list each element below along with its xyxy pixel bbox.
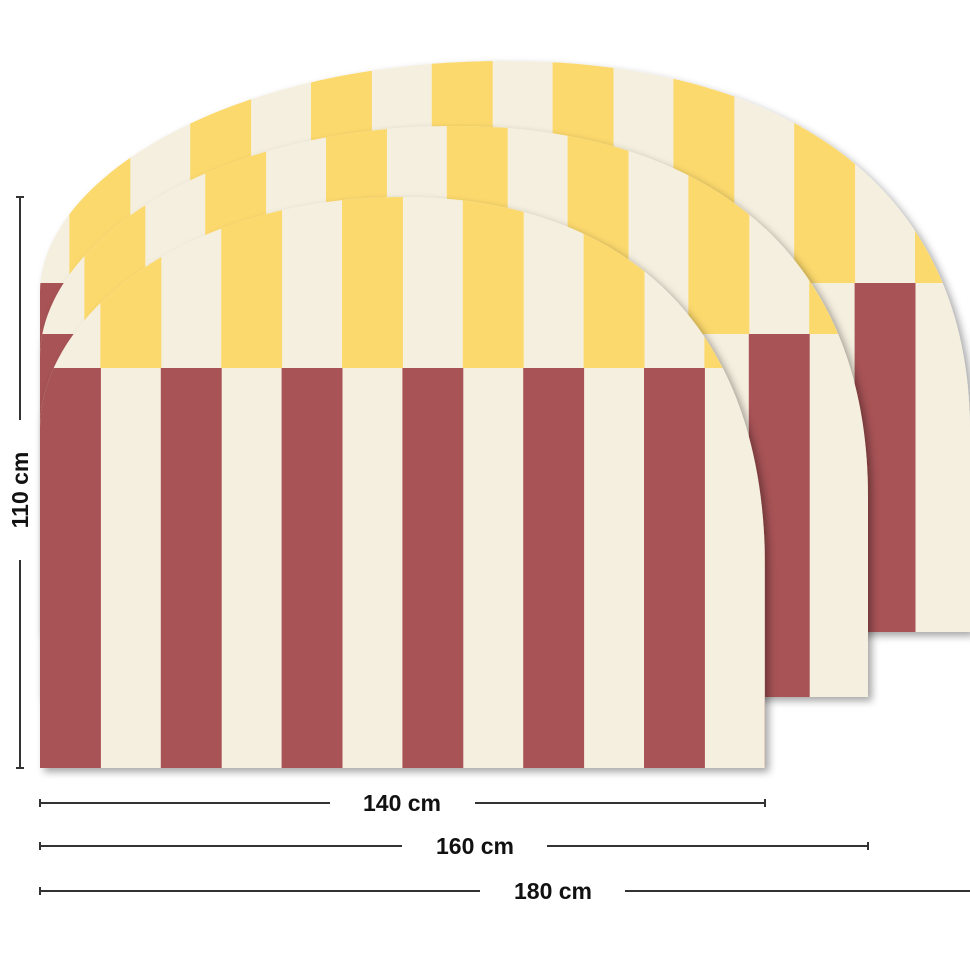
yellow-stripe — [915, 61, 970, 283]
width-dimension-140: 140 cm — [39, 790, 766, 816]
red-stripe — [644, 368, 705, 768]
width-dimension-160: 160 cm — [39, 833, 869, 859]
height-label: 110 cm — [7, 452, 33, 529]
width-label-160: 160 cm — [436, 833, 514, 859]
yellow-stripe — [342, 197, 403, 368]
width-label-140: 140 cm — [363, 790, 441, 816]
yellow-stripe — [221, 197, 283, 368]
width-dimension-180: 180 cm — [39, 878, 970, 904]
width-label-180: 180 cm — [514, 878, 592, 904]
red-stripe — [160, 368, 222, 768]
red-stripe — [523, 368, 585, 768]
height-dimension: 110 cm — [7, 196, 33, 769]
red-stripe — [402, 368, 464, 768]
red-stripe — [281, 368, 343, 768]
red-stripe — [40, 368, 101, 768]
red-stripe — [764, 368, 765, 768]
yellow-stripe — [462, 197, 524, 368]
yellow-stripe — [794, 61, 856, 283]
